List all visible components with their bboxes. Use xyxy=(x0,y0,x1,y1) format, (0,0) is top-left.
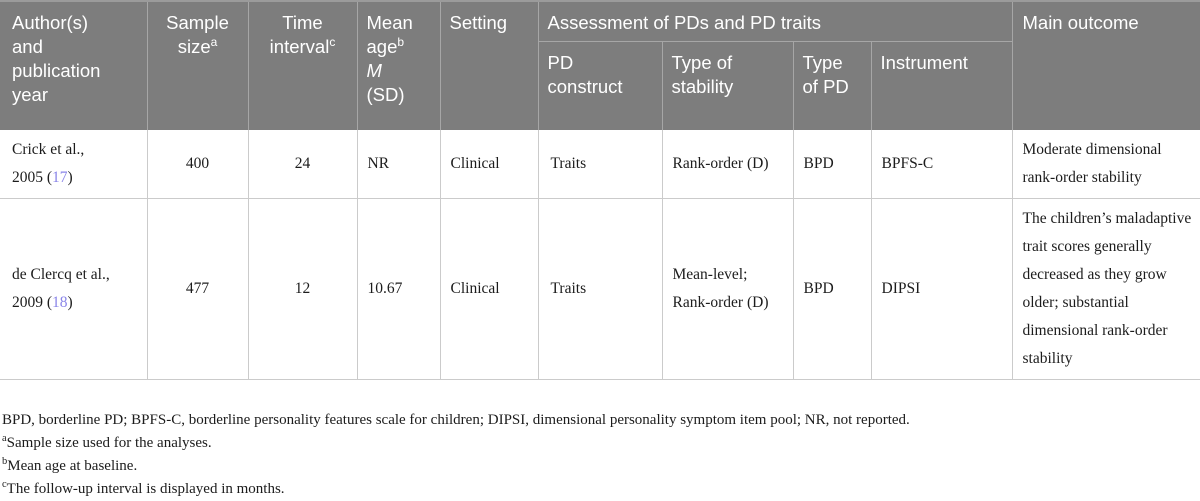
cell-instrument: DIPSI xyxy=(871,198,1013,380)
col-header-pd-construct: PD construct xyxy=(538,41,663,130)
footnote-marker-c: c xyxy=(329,34,336,49)
table-header: Author(s) and publication year Sample si… xyxy=(0,0,1200,130)
col-header-time-interval: Time intervalc xyxy=(248,0,358,130)
citation-link-18[interactable]: 18 xyxy=(52,293,68,311)
col-header-type-of-stability: Type of stability xyxy=(662,41,794,130)
author-year: 2009 (18) xyxy=(12,293,73,311)
studies-table: Author(s) and publication year Sample si… xyxy=(0,0,1200,380)
col-header-mean-age: Mean ageb M (SD) xyxy=(357,0,441,130)
col-header-instrument: Instrument xyxy=(871,41,1013,130)
footnote-c: cThe follow-up interval is displayed in … xyxy=(2,478,285,497)
col-header-type-of-pd: Type of PD xyxy=(793,41,872,130)
cell-time-interval: 24 xyxy=(248,129,358,199)
table-footnotes: BPD, borderline PD; BPFS-C, borderline p… xyxy=(0,409,1200,501)
col-header-authors: Author(s) and publication year xyxy=(0,0,148,130)
cell-mean-age: 10.67 xyxy=(357,198,441,380)
cell-type-of-pd: BPD xyxy=(793,129,872,199)
group-header-assessment: Assessment of PDs and PD traits xyxy=(538,0,1013,42)
cell-setting: Clinical xyxy=(440,198,539,380)
footnote-a: aSample size used for the analyses. xyxy=(2,432,212,451)
cell-instrument: BPFS-C xyxy=(871,129,1013,199)
col-header-main-outcome: Main outcome xyxy=(1012,0,1200,130)
cell-main-outcome: The children’s maladaptive trait scores … xyxy=(1012,198,1200,380)
cell-pd-construct: Traits xyxy=(538,198,663,380)
cell-author: de Clercq et al., 2009 (18) xyxy=(0,198,148,380)
citation-link-17[interactable]: 17 xyxy=(52,168,68,186)
footnote-b: bMean age at baseline. xyxy=(2,455,138,474)
cell-author: Crick et al., 2005 (17) xyxy=(0,129,148,199)
author-year: 2005 (17) xyxy=(12,168,73,186)
cell-setting: Clinical xyxy=(440,129,539,199)
author-name: Crick et al., xyxy=(12,140,85,158)
cell-pd-construct: Traits xyxy=(538,129,663,199)
cell-main-outcome: Moderate dimensional rank-order stabilit… xyxy=(1012,129,1200,199)
cell-type-of-stability: Mean-level; Rank-order (D) xyxy=(662,198,794,380)
cell-sample-size: 400 xyxy=(147,129,249,199)
footnote-marker-a: a xyxy=(210,34,218,49)
col-header-sample-size: Sample sizea xyxy=(147,0,249,130)
cell-type-of-pd: BPD xyxy=(793,198,872,380)
mean-age-sd-label: (SD) xyxy=(366,84,405,105)
table-row: Crick et al., 2005 (17) 400 24 NR Clinic… xyxy=(0,129,1200,199)
col-header-setting: Setting xyxy=(440,0,539,130)
cell-time-interval: 12 xyxy=(248,198,358,380)
mean-age-m-symbol: M xyxy=(366,60,382,81)
col-header-authors-label: Author(s) and publication year xyxy=(12,12,101,105)
footnote-marker-b: b xyxy=(397,34,405,49)
cell-mean-age: NR xyxy=(357,129,441,199)
footnote-abbreviations: BPD, borderline PD; BPFS-C, borderline p… xyxy=(2,411,910,428)
table-row: de Clercq et al., 2009 (18) 477 12 10.67… xyxy=(0,198,1200,380)
cell-type-of-stability: Rank-order (D) xyxy=(662,129,794,199)
cell-sample-size: 477 xyxy=(147,198,249,380)
author-name: de Clercq et al., xyxy=(12,265,110,283)
